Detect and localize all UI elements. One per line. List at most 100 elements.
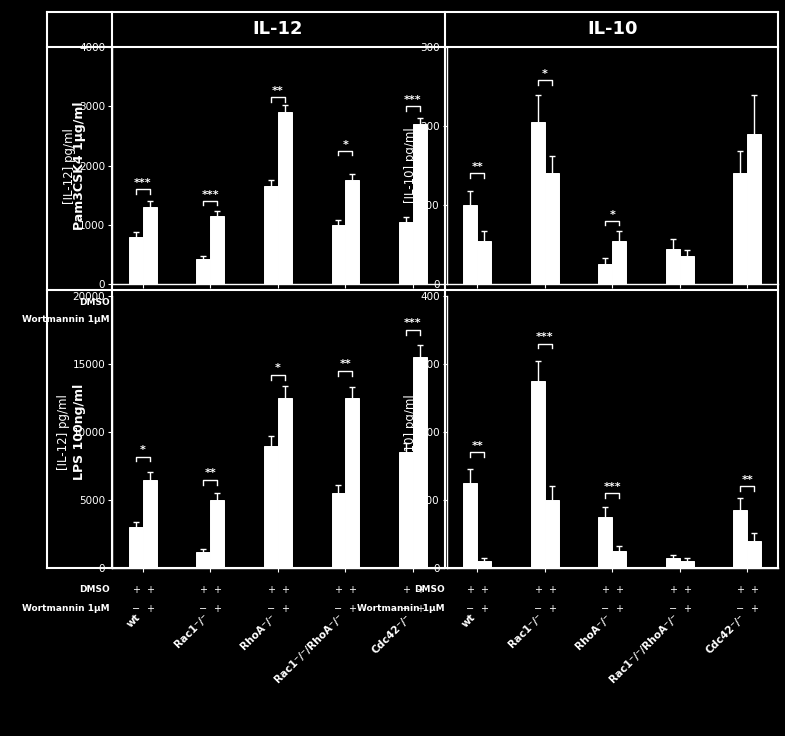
Text: *: * (275, 364, 281, 373)
Text: +: + (199, 298, 207, 308)
Bar (196, 259, 210, 284)
Text: **: ** (204, 468, 216, 478)
Text: −: − (534, 315, 542, 325)
Text: *: * (542, 69, 548, 79)
Text: −: − (334, 604, 342, 614)
Text: +: + (750, 315, 758, 325)
Text: Cdc42⁻/⁻: Cdc42⁻/⁻ (704, 612, 747, 655)
Bar (545, 174, 559, 284)
Text: +: + (146, 584, 154, 595)
Text: +: + (548, 298, 556, 308)
Y-axis label: [IL-12] pg/ml: [IL-12] pg/ml (64, 127, 76, 204)
Y-axis label: [IL-10] pg/ml: [IL-10] pg/ml (404, 128, 418, 203)
Text: +: + (750, 584, 758, 595)
Text: Pam3CSK4 1μg/ml: Pam3CSK4 1μg/ml (73, 102, 86, 230)
Text: **: ** (471, 162, 483, 172)
Bar (413, 357, 427, 568)
Bar (345, 180, 360, 284)
Text: +: + (132, 584, 140, 595)
Text: −: − (402, 604, 410, 614)
Bar (264, 446, 278, 568)
Text: −: − (334, 315, 342, 325)
Bar (278, 398, 292, 568)
Text: +: + (534, 298, 542, 308)
Text: Cdc42⁻/⁻: Cdc42⁻/⁻ (370, 612, 413, 655)
Bar (733, 510, 747, 568)
Text: ***: *** (604, 482, 621, 492)
Text: Rac1⁻/⁻: Rac1⁻/⁻ (173, 612, 210, 650)
Text: +: + (683, 298, 691, 308)
Bar (598, 517, 612, 568)
Text: **: ** (742, 475, 754, 485)
Bar (612, 241, 626, 284)
Text: −: − (466, 604, 474, 614)
Bar (747, 541, 761, 568)
Text: +: + (214, 604, 221, 614)
Text: ***: *** (536, 332, 553, 342)
Text: +: + (416, 584, 424, 595)
Text: +: + (281, 315, 289, 325)
Text: +: + (480, 584, 488, 595)
Text: +: + (466, 298, 474, 308)
Text: **: ** (471, 441, 483, 451)
Text: +: + (334, 298, 342, 308)
Text: +: + (132, 298, 140, 308)
Text: DMSO: DMSO (414, 298, 444, 308)
Text: +: + (146, 315, 154, 325)
Text: DMSO: DMSO (79, 298, 110, 308)
Bar (477, 241, 491, 284)
Text: IL-12: IL-12 (253, 21, 303, 38)
Text: −: − (466, 315, 474, 325)
Text: −: − (199, 315, 207, 325)
Text: +: + (615, 584, 623, 595)
Bar (598, 264, 612, 284)
Text: ***: *** (404, 319, 422, 328)
Bar (278, 113, 292, 284)
Text: +: + (416, 298, 424, 308)
Bar (747, 134, 761, 284)
Text: *: * (342, 140, 349, 149)
Text: Wortmannin 1μM: Wortmannin 1μM (23, 604, 110, 612)
Bar (545, 500, 559, 568)
Bar (399, 453, 413, 568)
Text: +: + (601, 584, 609, 595)
Text: Wortmannin 1μM: Wortmannin 1μM (357, 604, 444, 612)
Text: +: + (750, 298, 758, 308)
Text: −: − (267, 604, 275, 614)
Text: +: + (615, 298, 623, 308)
Text: −: − (736, 315, 744, 325)
Text: Wortmannin 1μM: Wortmannin 1μM (23, 315, 110, 324)
Y-axis label: [IL-12] pg/ml: [IL-12] pg/ml (57, 394, 70, 470)
Text: +: + (683, 584, 691, 595)
Text: +: + (281, 584, 289, 595)
Bar (531, 381, 545, 568)
Text: −: − (402, 315, 410, 325)
Bar (143, 480, 157, 568)
Bar (331, 493, 345, 568)
Text: +: + (349, 584, 356, 595)
Text: Rac1⁻/⁻/RhoA⁻/⁻: Rac1⁻/⁻/RhoA⁻/⁻ (608, 612, 680, 684)
Text: +: + (281, 604, 289, 614)
Text: +: + (534, 584, 542, 595)
Text: +: + (349, 298, 356, 308)
Text: −: − (534, 604, 542, 614)
Text: −: − (132, 315, 140, 325)
Text: +: + (750, 604, 758, 614)
Text: −: − (601, 604, 609, 614)
Bar (399, 222, 413, 284)
Text: +: + (214, 315, 221, 325)
Text: +: + (281, 298, 289, 308)
Text: +: + (402, 584, 410, 595)
Text: +: + (683, 604, 691, 614)
Text: +: + (480, 604, 488, 614)
Text: +: + (214, 298, 221, 308)
Text: +: + (736, 298, 744, 308)
Text: +: + (214, 584, 221, 595)
Text: +: + (480, 315, 488, 325)
Text: IL-10: IL-10 (587, 21, 637, 38)
Text: +: + (402, 298, 410, 308)
Text: wt: wt (126, 612, 143, 630)
Text: DMSO: DMSO (79, 584, 110, 593)
Text: +: + (548, 604, 556, 614)
Text: +: + (146, 298, 154, 308)
